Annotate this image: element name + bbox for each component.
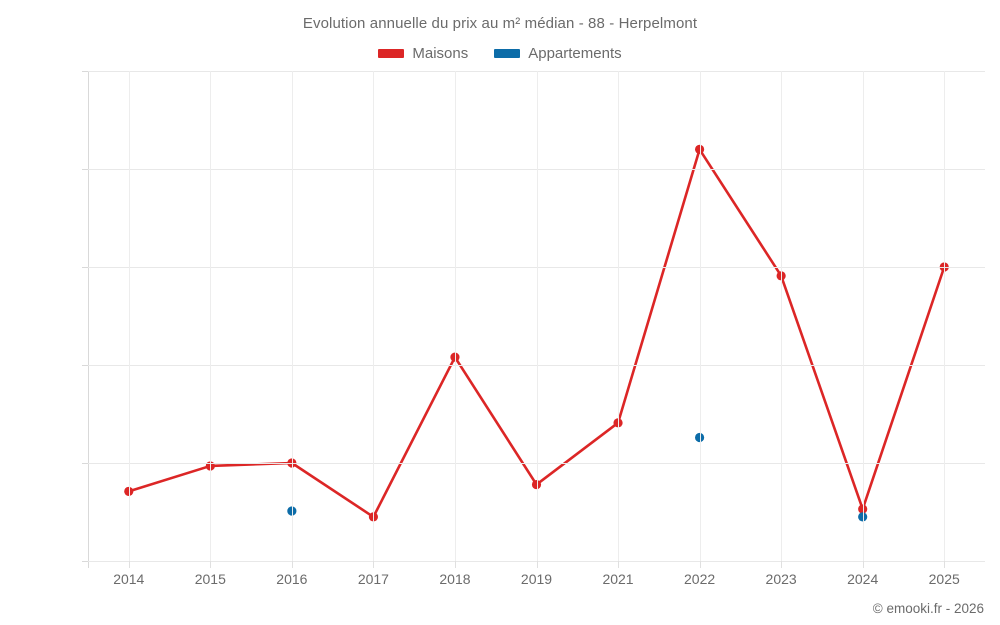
- x-tick-mark: [618, 561, 620, 568]
- x-gridline: [373, 71, 375, 561]
- legend-swatch-icon: [378, 49, 405, 58]
- x-tick-mark: [944, 561, 946, 568]
- x-tick-label: 2019: [520, 571, 553, 587]
- plot-area: 500 €1 000 €1 500 €2 000 €2 500 €3 000 €…: [82, 71, 985, 587]
- x-tick-label: 2022: [684, 571, 716, 587]
- x-tick-mark: [128, 561, 130, 568]
- footer-credit: © emooki.fr - 2026: [872, 601, 984, 616]
- y-tick-mark: [82, 561, 88, 562]
- legend-item-appartements[interactable]: Appartements: [494, 45, 622, 62]
- x-tick-mark: [536, 561, 538, 568]
- x-gridline: [862, 71, 864, 561]
- x-tick-label: 2016: [276, 571, 308, 587]
- x-gridline: [699, 71, 701, 561]
- x-gridline: [781, 71, 783, 561]
- x-tick-label: 2024: [847, 571, 879, 587]
- x-gridline: [128, 71, 130, 561]
- legend-label: Appartements: [528, 45, 622, 62]
- legend-label: Maisons: [412, 45, 469, 62]
- x-tick-mark: [291, 561, 293, 568]
- x-tick-mark: [373, 561, 375, 568]
- x-tick-mark: [862, 561, 864, 568]
- x-tick-mark: [699, 561, 701, 568]
- x-tick-label: 2025: [928, 571, 960, 587]
- x-tick-label: 2023: [765, 571, 797, 587]
- x-gridline: [210, 71, 212, 561]
- legend-item-maisons[interactable]: Maisons: [378, 45, 468, 62]
- x-tick-label: 2017: [357, 571, 389, 587]
- x-tick-mark: [454, 561, 456, 568]
- y-tick-mark: [82, 169, 88, 170]
- x-gridline: [291, 71, 293, 561]
- chart-title: Evolution annuelle du prix au m² médian …: [302, 15, 698, 32]
- y-axis-line: [88, 71, 89, 568]
- y-tick-mark: [82, 463, 88, 464]
- x-tick-label: 2014: [113, 571, 145, 587]
- y-tick-mark: [82, 267, 88, 268]
- x-tick-label: 2021: [602, 571, 634, 587]
- x-tick-label: 2015: [194, 571, 226, 587]
- x-gridline: [944, 71, 946, 561]
- x-gridline: [618, 71, 620, 561]
- x-tick-mark: [781, 561, 783, 568]
- x-tick-label: 2018: [439, 571, 471, 587]
- legend-swatch-icon: [494, 49, 521, 58]
- x-tick-mark: [210, 561, 212, 568]
- y-tick-mark: [82, 71, 88, 72]
- x-gridline: [454, 71, 456, 561]
- chart-legend: Maisons Appartements: [0, 45, 1000, 62]
- y-tick-mark: [82, 365, 88, 366]
- x-gridline: [536, 71, 538, 561]
